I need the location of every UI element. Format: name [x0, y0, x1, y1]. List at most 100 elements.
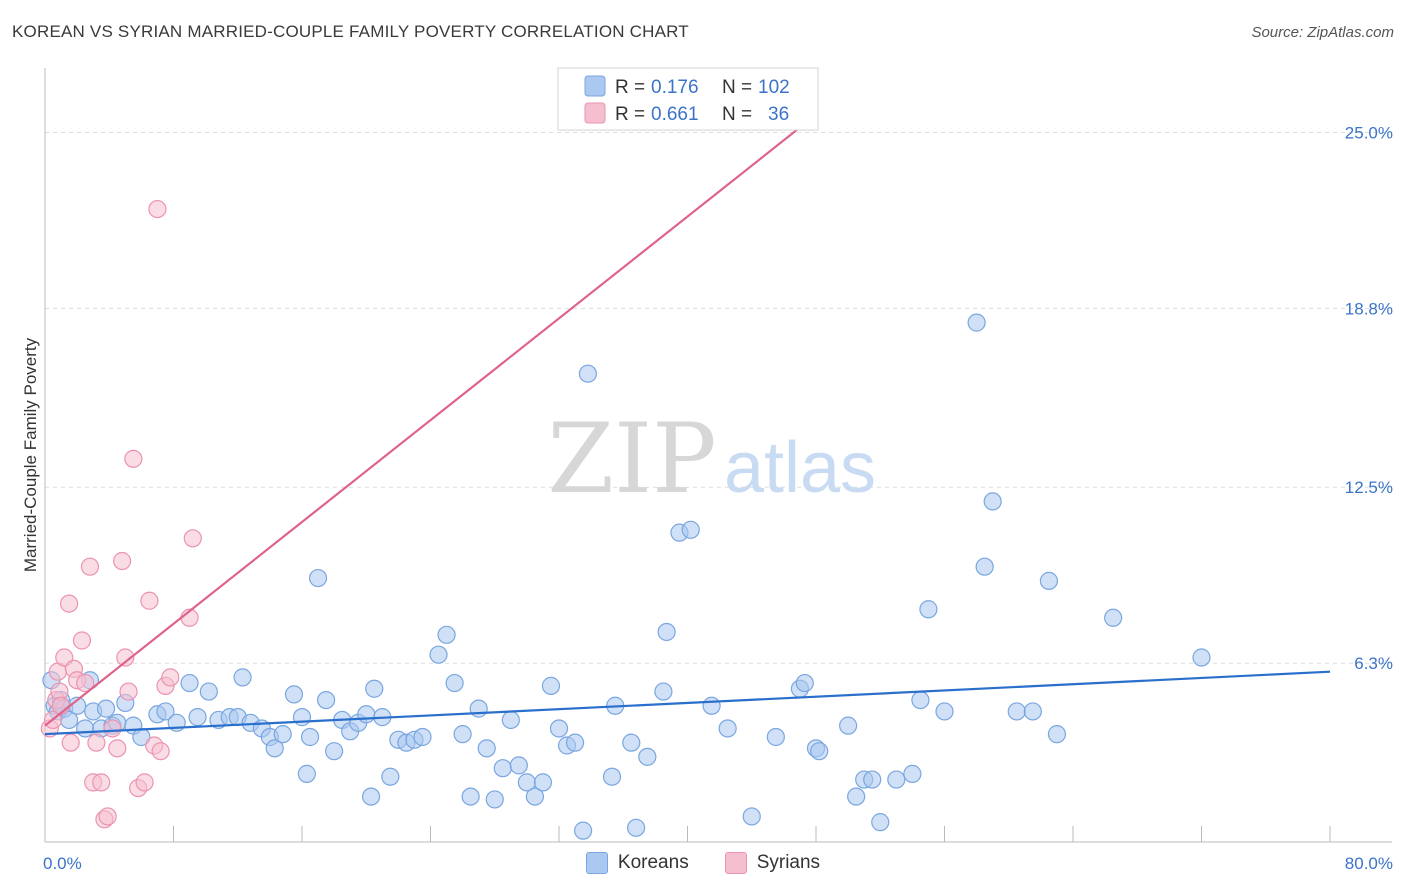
korean-point	[300, 727, 320, 747]
watermark-atlas: atlas	[724, 428, 876, 508]
koreans-swatch	[585, 852, 608, 874]
korean-point	[795, 673, 814, 693]
korean-point	[292, 708, 312, 727]
legend-n-value-syrian: 36	[768, 104, 789, 125]
legend-r-value-syrian: 0.661	[651, 104, 699, 125]
legend-item-syrians[interactable]: Syrians	[724, 852, 821, 874]
legend-box: R = 0.176 N = 102 R = 0.661 N = 36	[557, 67, 819, 131]
korean-point	[265, 739, 284, 758]
korean-point	[911, 690, 930, 710]
syrian-point	[98, 807, 117, 826]
korean-point	[863, 770, 882, 789]
korean-point	[847, 787, 866, 806]
bottom-legend: Koreans Syrians	[0, 852, 1406, 874]
korean-point	[469, 699, 488, 718]
korean-point	[810, 742, 829, 761]
syrian-point	[151, 742, 170, 761]
grid-lines	[45, 131, 1392, 664]
korean-point	[308, 568, 328, 588]
korean-point	[361, 787, 381, 806]
korean-point	[602, 767, 622, 786]
y-tick-label: 18.8%	[1345, 299, 1393, 318]
korean-point	[284, 685, 304, 704]
korean-point	[967, 313, 986, 332]
korean-point	[871, 813, 890, 832]
syrian-point	[76, 673, 95, 693]
korean-point	[578, 364, 598, 383]
syrian-point	[140, 591, 159, 610]
legend-n-label-korean: N =	[722, 77, 752, 98]
syrian-point	[108, 739, 127, 758]
korean-point	[445, 673, 464, 693]
syrian-point	[59, 594, 79, 613]
korean-point	[975, 557, 994, 576]
korean-point	[180, 673, 199, 693]
syrian-point	[61, 733, 80, 752]
korean-point	[622, 733, 641, 752]
korean-point	[565, 733, 585, 752]
korean-point	[453, 725, 472, 744]
korean-point	[273, 725, 292, 744]
legend-item-koreans[interactable]: Koreans	[585, 852, 689, 874]
korean-point	[429, 645, 448, 664]
korean-point	[573, 821, 593, 840]
korean-point	[325, 742, 344, 761]
syrian-point	[92, 773, 111, 792]
korean-point	[1104, 608, 1123, 627]
legend-swatch-syrian	[584, 102, 606, 124]
korean-point	[365, 679, 384, 698]
syrians-swatch	[724, 852, 747, 874]
korean-point	[983, 492, 1002, 511]
legend-r-value-korean: 0.176	[651, 77, 699, 98]
korean-point	[839, 716, 858, 735]
watermark-zip: ZIP	[547, 403, 716, 515]
korean-point	[297, 764, 316, 783]
y-tick-label: 25.0%	[1345, 123, 1393, 142]
korean-point	[903, 764, 922, 783]
koreans-label: Koreans	[617, 852, 689, 873]
korean-point	[156, 702, 175, 721]
korean-point	[413, 727, 432, 747]
korean-point	[533, 773, 553, 792]
korean-point	[718, 719, 737, 738]
legend-r-label-korean: R =	[615, 77, 645, 98]
korean-point	[935, 702, 954, 721]
korean-point	[1007, 702, 1026, 721]
legend-n-label-syrian: N =	[722, 104, 752, 125]
korean-point	[437, 625, 456, 644]
chart-title: KOREAN VS SYRIAN MARRIED-COUPLE FAMILY P…	[12, 22, 689, 41]
korean-trend-line	[44, 670, 1331, 736]
syrian-point	[116, 648, 135, 667]
korean-point	[887, 770, 906, 789]
syrian-trend-line	[44, 120, 809, 727]
korean-point	[477, 739, 496, 758]
syrian-point	[103, 719, 122, 738]
korean-point	[549, 719, 569, 738]
korean-point	[626, 818, 646, 837]
syrian-point	[119, 682, 138, 701]
syrian-point	[80, 557, 100, 576]
korean-point	[96, 699, 116, 718]
legend-r-label-syrian: R =	[615, 104, 645, 125]
syrian-point	[183, 529, 202, 548]
syrians-label: Syrians	[756, 852, 821, 873]
syrian-point	[135, 773, 154, 792]
trend-lines	[44, 120, 1331, 736]
syrian-point	[161, 668, 180, 687]
korean-point	[76, 719, 95, 738]
korean-point	[1192, 648, 1211, 667]
korean-point	[485, 790, 504, 809]
korean-point	[742, 807, 761, 826]
syrian-point	[87, 733, 106, 752]
korean-point	[1023, 702, 1042, 721]
x-tick-label-max: 80.0%	[1345, 854, 1393, 873]
korean-point	[766, 727, 785, 747]
korean-point	[493, 759, 512, 778]
korean-point	[199, 682, 218, 701]
syrian-point	[148, 199, 167, 219]
korean-point	[541, 676, 561, 695]
korean-point	[461, 787, 480, 806]
axes	[44, 68, 1392, 843]
legend-swatch-korean	[584, 75, 606, 97]
